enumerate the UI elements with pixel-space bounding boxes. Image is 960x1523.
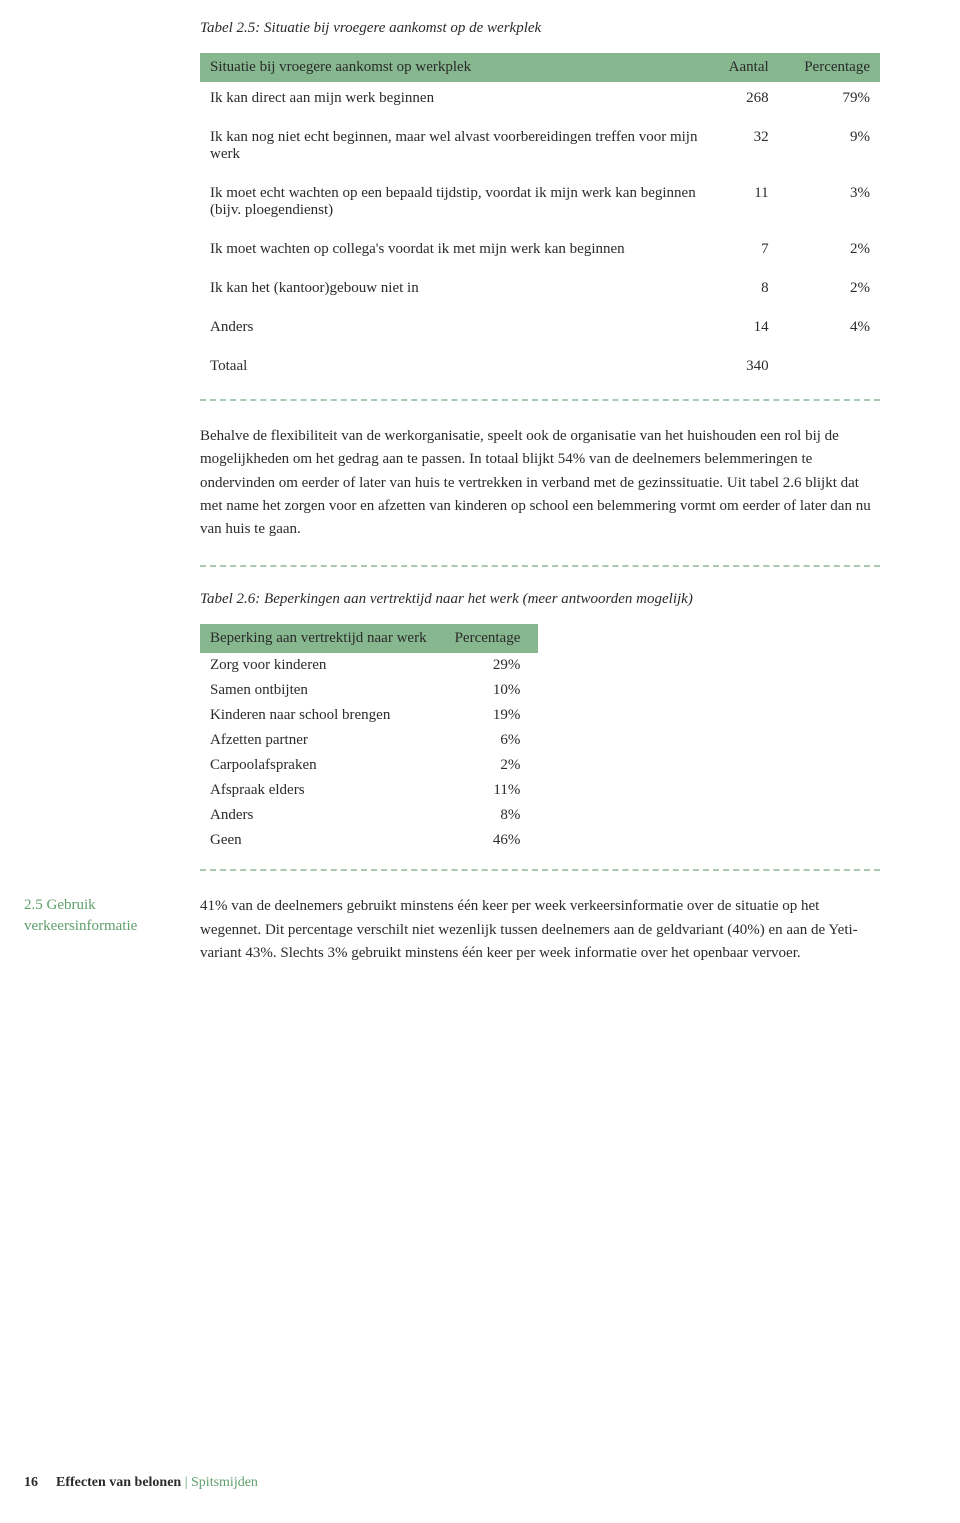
t1-cell-aantal: 8: [708, 266, 779, 305]
footer-title-bold: Effecten van belonen: [56, 1475, 181, 1490]
table-beperkingen: Beperking aan vertrektijd naar werk Perc…: [200, 624, 538, 853]
table-row: Ik kan het (kantoor)gebouw niet in 8 2%: [200, 266, 880, 305]
table-row: Afzetten partner 6%: [200, 728, 538, 753]
table-row: Ik moet wachten op collega's voordat ik …: [200, 227, 880, 266]
t1-cell-pct: [779, 344, 880, 383]
table-row: Ik moet echt wachten op een bepaald tijd…: [200, 171, 880, 227]
t1-cell-label: Ik moet wachten op collega's voordat ik …: [200, 227, 708, 266]
table-row: Totaal 340: [200, 344, 880, 383]
table-row: Zorg voor kinderen 29%: [200, 653, 538, 678]
body-paragraph: Behalve de flexibiliteit van de werkorga…: [200, 425, 880, 541]
table-row: Afspraak elders 11%: [200, 778, 538, 803]
t2-cell-pct: 2%: [445, 753, 539, 778]
t1-cell-aantal: 32: [708, 115, 779, 171]
t1-cell-label: Ik kan direct aan mijn werk beginnen: [200, 82, 708, 115]
t1-cell-pct: 9%: [779, 115, 880, 171]
table-row: Carpoolafspraken 2%: [200, 753, 538, 778]
t2-cell-label: Kinderen naar school brengen: [200, 703, 445, 728]
t2-cell-label: Afzetten partner: [200, 728, 445, 753]
table-row: Ik kan direct aan mijn werk beginnen 268…: [200, 82, 880, 115]
t2-cell-pct: 6%: [445, 728, 539, 753]
t1-cell-pct: 2%: [779, 266, 880, 305]
t1-cell-label: Totaal: [200, 344, 708, 383]
table-row: Kinderen naar school brengen 19%: [200, 703, 538, 728]
divider: [200, 399, 880, 401]
t2-cell-label: Carpoolafspraken: [200, 753, 445, 778]
t1-cell-aantal: 11: [708, 171, 779, 227]
t2-cell-pct: 10%: [445, 678, 539, 703]
table-row: Anders 14 4%: [200, 305, 880, 344]
t1-cell-pct: 2%: [779, 227, 880, 266]
table-situatie: Situatie bij vroegere aankomst op werkpl…: [200, 53, 880, 383]
footer-title-green: | Spitsmijden: [185, 1475, 258, 1490]
t2-cell-pct: 11%: [445, 778, 539, 803]
page-footer: 16 Effecten van belonen | Spitsmijden: [0, 1475, 960, 1491]
t2-cell-label: Anders: [200, 803, 445, 828]
table-1-caption: Tabel 2.5: Situatie bij vroegere aankoms…: [200, 20, 880, 37]
t1-cell-label: Ik kan het (kantoor)gebouw niet in: [200, 266, 708, 305]
t1-cell-pct: 79%: [779, 82, 880, 115]
t2-cell-label: Samen ontbijten: [200, 678, 445, 703]
t2-header-label: Beperking aan vertrektijd naar werk: [200, 624, 445, 653]
table-row: Samen ontbijten 10%: [200, 678, 538, 703]
t1-cell-aantal: 340: [708, 344, 779, 383]
t1-cell-label: Anders: [200, 305, 708, 344]
t1-header-pct: Percentage: [779, 53, 880, 82]
t2-header-pct: Percentage: [445, 624, 539, 653]
t2-cell-pct: 8%: [445, 803, 539, 828]
t2-cell-label: Zorg voor kinderen: [200, 653, 445, 678]
t1-header-label: Situatie bij vroegere aankomst op werkpl…: [200, 53, 708, 82]
t1-header-aantal: Aantal: [708, 53, 779, 82]
section-heading-sidebar: 2.5 Gebruik verkeersinformatie: [0, 895, 176, 937]
t2-cell-pct: 29%: [445, 653, 539, 678]
t1-cell-label: Ik kan nog niet echt beginnen, maar wel …: [200, 115, 708, 171]
t1-cell-pct: 4%: [779, 305, 880, 344]
table-row: Geen 46%: [200, 828, 538, 853]
divider: [200, 869, 880, 871]
table-row: Ik kan nog niet echt beginnen, maar wel …: [200, 115, 880, 171]
t1-cell-pct: 3%: [779, 171, 880, 227]
t2-cell-pct: 19%: [445, 703, 539, 728]
t1-cell-aantal: 268: [708, 82, 779, 115]
body-paragraph: 41% van de deelnemers gebruikt minstens …: [200, 895, 880, 965]
t2-cell-pct: 46%: [445, 828, 539, 853]
page-number: 16: [24, 1475, 38, 1491]
table-2-caption: Tabel 2.6: Beperkingen aan vertrektijd n…: [200, 591, 880, 608]
t2-cell-label: Geen: [200, 828, 445, 853]
t1-cell-aantal: 14: [708, 305, 779, 344]
t1-cell-label: Ik moet echt wachten op een bepaald tijd…: [200, 171, 708, 227]
table-row: Anders 8%: [200, 803, 538, 828]
t2-cell-label: Afspraak elders: [200, 778, 445, 803]
t1-cell-aantal: 7: [708, 227, 779, 266]
divider: [200, 565, 880, 567]
